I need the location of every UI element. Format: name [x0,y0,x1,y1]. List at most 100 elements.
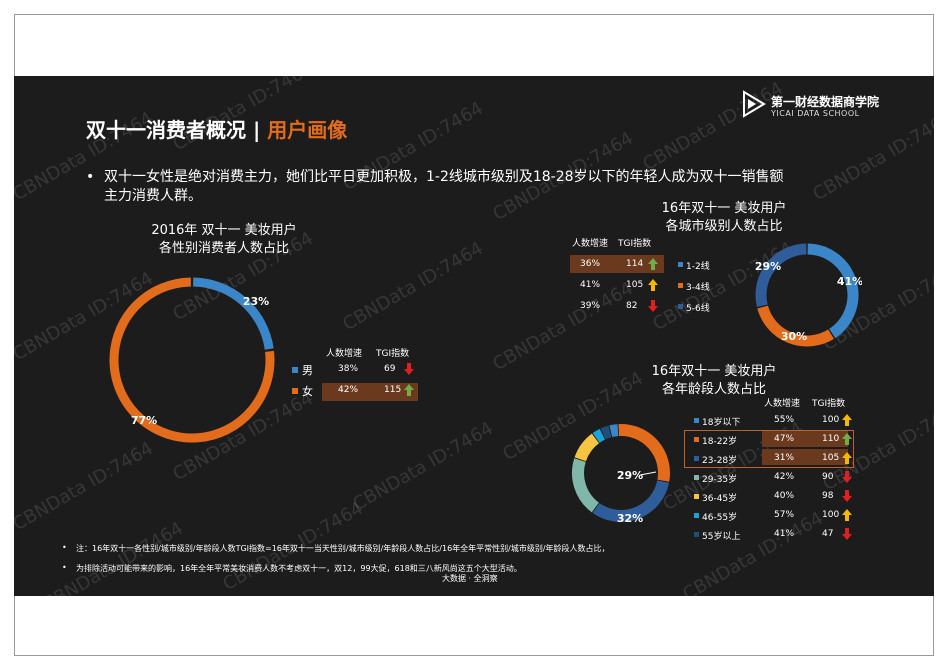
age-rows-highlight-box [684,430,854,468]
age-tgi-header: TGI指数 [812,399,846,409]
age-legend-swatch [694,437,699,442]
age-donut-chart: 29% 32% [572,424,670,525]
up-arrow-icon [648,258,658,270]
age-legend-swatch [694,532,699,537]
gender-chart-title-line2: 各性别消费者人数占比 [158,241,289,256]
age-legend-label: 36-45岁 [702,494,738,504]
city-chart-title-line2: 各城市级别人数占比 [665,219,783,234]
yicai-logo-icon [743,90,766,118]
watermark-text: CBNData ID:7464 [489,277,637,376]
age-growth-value: 42% [774,472,795,482]
city-slice-label-2: 30% [781,330,807,343]
gender-row-highlight [322,383,418,401]
city-slice-3 [755,243,807,308]
summary-text: 双十一女性是绝对消费主力，她们比平日更加积极，1-2线城市级别及18-28岁以下… [104,169,784,204]
slide: CBNData ID:7464 CBNData ID:7464 CBNData ID… [14,76,934,596]
logo-subtitle: YICAI DATA SCHOOL [771,109,860,118]
watermark-text: CBNData ID:7464 [339,237,487,336]
age-legend-swatch [694,513,699,518]
age-legend-label: 55岁以上 [702,532,741,542]
up-arrow-icon [842,509,852,521]
title-highlight: 用户画像 [267,118,348,142]
age-tgi-value: 90 [822,472,834,482]
gender-legend-label: 女 [302,385,313,398]
age-tgi-value: 100 [822,415,840,425]
source-text: 大数据 · 全洞察 [442,574,498,583]
age-legend-label: 18-22岁 [702,437,738,447]
city-donut-chart: 41% 30% 29% [755,243,862,347]
watermark-text: CBNData ID:7464 [349,417,497,516]
city-growth-header: 人数增速 [572,239,609,249]
age-slice-label-3: 32% [617,512,643,525]
logo-name: 第一财经数据商学院 [771,95,880,109]
age-chart-title-line1: 16年双十一 美妆用户 [651,364,777,379]
gender-chart-title: 2016年 双十一 美妆用户 各性别消费者人数占比 [134,222,314,258]
age-legend-label: 18岁以下 [702,418,741,428]
city-legend-label: 1-2线 [686,262,710,272]
city-slice-label-1: 41% [837,275,862,288]
gender-growth-value: 42% [338,385,359,395]
note-marker-2: • [62,563,67,572]
age-label-leader-line [639,471,657,476]
age-legend-swatch [694,456,699,461]
city-legend-swatch [678,304,683,309]
age-slice-6 [592,428,606,443]
age-growth-value: 47% [774,434,795,444]
age-growth-value: 57% [774,510,795,520]
gender-legend-swatch [292,367,298,373]
city-legend-swatch [678,262,683,267]
gender-slice-label-2: 77% [131,414,157,427]
city-legend-label: 3-4线 [686,283,710,293]
city-chart-title: 16年双十一 美妆用户 各城市级别人数占比 [644,200,804,236]
age-slice-4 [572,458,600,513]
age-slice-2 [618,424,670,482]
gender-tgi-header: TGI指数 [376,349,410,359]
age-tgi-value: 110 [822,434,840,444]
note-line-1: 注：16年双十一各性别/城市级别/年龄段人数TGI指数=16年双十一当天性别/城… [76,544,610,553]
age-slice-7 [600,425,612,440]
city-legend-label: 5-6线 [686,304,710,314]
note-line-2: 为排除活动可能带来的影响，16年全年平常美妆消费人数不考虑双十一，双12，99大… [76,564,522,573]
age-slice-label-2: 29% [617,469,643,482]
age-slice-1 [609,424,619,438]
up-arrow-icon [648,279,658,291]
city-slice-2 [757,305,834,347]
age-growth-value: 40% [774,491,795,501]
city-chart-title-line1: 16年双十一 美妆用户 [661,201,787,216]
gender-growth-value: 38% [338,364,359,374]
gender-tgi-value: 69 [384,364,396,374]
age-slice-5 [574,433,600,462]
age-growth-header: 人数增速 [764,399,801,409]
city-growth-value: 36% [580,259,601,269]
city-tgi-value: 114 [626,259,644,269]
watermark-text: CBNData ID:7464 [39,517,187,596]
page-title: 双十一消费者概况 | 用户画像 [86,114,347,143]
city-tgi-value: 82 [626,301,638,311]
age-tgi-value: 100 [822,510,840,520]
city-row-highlight [570,255,664,273]
city-legend-swatch [678,283,683,288]
down-arrow-icon [404,363,414,375]
age-legend-swatch [694,494,699,499]
title-main: 双十一消费者概况 | [86,118,268,142]
age-chart-title: 16年双十一 美妆用户 各年龄段人数占比 [634,363,794,399]
gender-legend-label: 男 [302,364,313,377]
note-marker-1: • [62,543,67,552]
bullet-marker: • [86,169,95,185]
age-row-highlight-1 [762,431,848,447]
city-tgi-value: 105 [626,280,644,290]
gender-slice-1 [192,277,274,350]
age-growth-value: 55% [774,415,795,425]
gender-slice-2 [109,277,275,443]
gender-slice-label-1: 23% [243,295,269,308]
age-growth-value: 31% [774,453,795,463]
age-tgi-value: 47 [822,529,834,539]
watermark-text: CBNData ID:7464 [14,437,157,536]
down-arrow-icon [648,300,658,312]
gender-legend-swatch [292,388,298,394]
age-tgi-value: 105 [822,453,840,463]
up-arrow-icon [404,384,414,396]
gender-donut-chart: 23% 77% [109,277,275,443]
up-arrow-icon [842,452,852,464]
age-legend-swatch [694,418,699,423]
